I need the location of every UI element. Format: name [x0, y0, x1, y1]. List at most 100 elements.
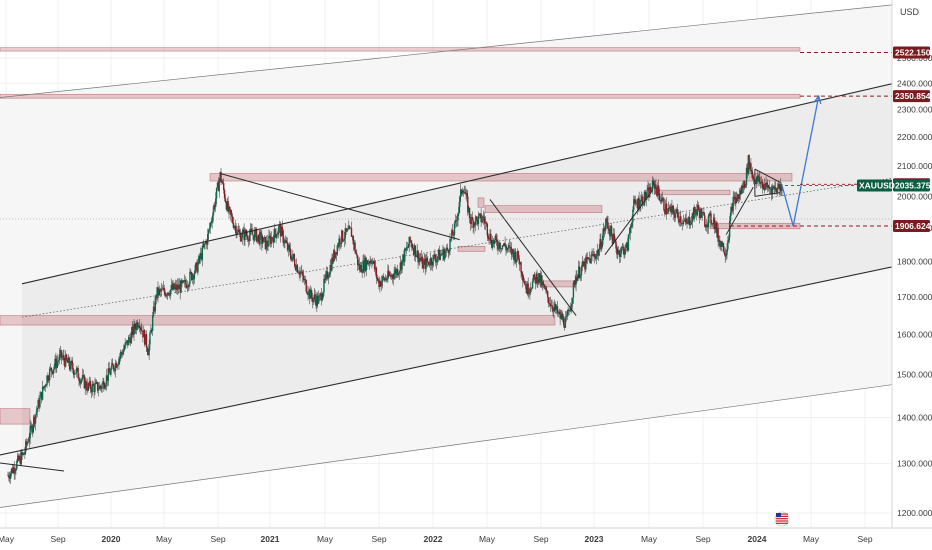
price-axis[interactable]: 1200.000 1300.000 1400.000 1500.000 1600.000… [891, 0, 932, 528]
candle-body [669, 206, 671, 209]
candle-body [118, 358, 120, 365]
candle-body [377, 278, 379, 281]
candle-body [51, 371, 54, 374]
candle-body [36, 408, 38, 412]
candle-body [135, 328, 137, 331]
channel-bottom-line [0, 266, 892, 456]
candle-body [749, 163, 751, 169]
candle-body [617, 252, 619, 255]
candle-body [664, 210, 666, 214]
candle-body [287, 244, 290, 251]
candle-body [214, 205, 216, 207]
candle-body [455, 220, 457, 221]
candle-body [666, 212, 669, 214]
y-tick-label: 1500.000 [897, 370, 932, 380]
candle-body [293, 258, 296, 267]
candle-body [177, 284, 180, 290]
us-flag-icon[interactable] [774, 511, 790, 527]
x-tick-label: 2021 [261, 534, 280, 544]
candle-body [463, 192, 465, 193]
candle-body [657, 185, 660, 194]
candle-body [311, 297, 314, 302]
candle-body [441, 254, 443, 256]
candle-body [428, 261, 430, 265]
candle-body [440, 254, 442, 256]
candle-body [586, 257, 588, 260]
candle-body [558, 311, 560, 313]
candle-body [181, 280, 183, 283]
x-tick-label: Sep [533, 534, 548, 544]
candle-body [779, 184, 781, 190]
candle-body [87, 383, 89, 391]
candle-body [23, 452, 25, 455]
candle-body [621, 247, 623, 249]
candle-body [143, 330, 145, 338]
candle-body [182, 280, 184, 283]
candle-body [38, 399, 40, 408]
candle-body [777, 183, 780, 188]
plot-area[interactable] [0, 0, 892, 528]
candle-body [276, 234, 278, 238]
candle-body [574, 280, 576, 285]
candle-body [737, 194, 740, 199]
candle-body [619, 253, 622, 257]
uptrend-2023 [604, 189, 654, 256]
candle-body [709, 213, 711, 215]
candle-body [770, 188, 773, 195]
candle-body [444, 252, 446, 260]
candle-body [343, 238, 346, 241]
x-tick-label: Sep [695, 534, 710, 544]
candle-body [199, 255, 201, 259]
candle-body [511, 249, 513, 255]
x-tick-label: Sep [210, 534, 225, 544]
candle-body [548, 303, 551, 305]
candle-body [668, 207, 670, 209]
candle-body [155, 296, 157, 299]
candle-body [238, 229, 240, 232]
candle-body [259, 232, 261, 245]
x-tick-label: 2023 [585, 534, 604, 544]
candle-body [657, 185, 659, 196]
candle-body [571, 297, 574, 304]
triangle-top [754, 168, 781, 183]
candle-body [362, 260, 364, 273]
candle-body [546, 290, 548, 292]
candle-body [191, 272, 193, 281]
currency-label[interactable]: USD [900, 7, 920, 17]
candle-body [209, 222, 212, 229]
candle-body [489, 233, 491, 240]
time-axis[interactable]: May Sep 2020 May Sep 2021 May Sep 2022 May Sep 2023… [0, 527, 932, 544]
candle-body [48, 368, 51, 381]
candle-body [496, 239, 498, 246]
level-box [655, 189, 731, 196]
candle-body [187, 286, 189, 287]
candle-body [223, 190, 226, 199]
candle-body [242, 229, 244, 232]
candle-body [410, 241, 412, 243]
candle-body [736, 197, 738, 202]
candle-body [330, 264, 332, 271]
channel-fills [0, 4, 892, 508]
candle-body [154, 296, 157, 312]
projection-arrow-head [813, 94, 822, 105]
candle-body [549, 303, 552, 306]
candle-body [286, 242, 289, 251]
candle-body [527, 283, 529, 294]
candle-body [321, 297, 323, 301]
candle-body [246, 235, 248, 237]
candle-body [91, 383, 94, 393]
candle-body [122, 350, 125, 355]
candle-body [82, 375, 85, 376]
candle-body [625, 244, 627, 252]
candle-body [219, 172, 221, 181]
candle-body [687, 219, 689, 224]
candle-body [590, 254, 592, 264]
candle-body [289, 248, 291, 256]
candle-body [768, 186, 770, 189]
candle-body [469, 218, 472, 225]
candle-body [7, 475, 9, 477]
candle-body [474, 222, 476, 226]
candle-body [111, 363, 113, 369]
symbol-tag: XAUUSD [857, 179, 895, 192]
